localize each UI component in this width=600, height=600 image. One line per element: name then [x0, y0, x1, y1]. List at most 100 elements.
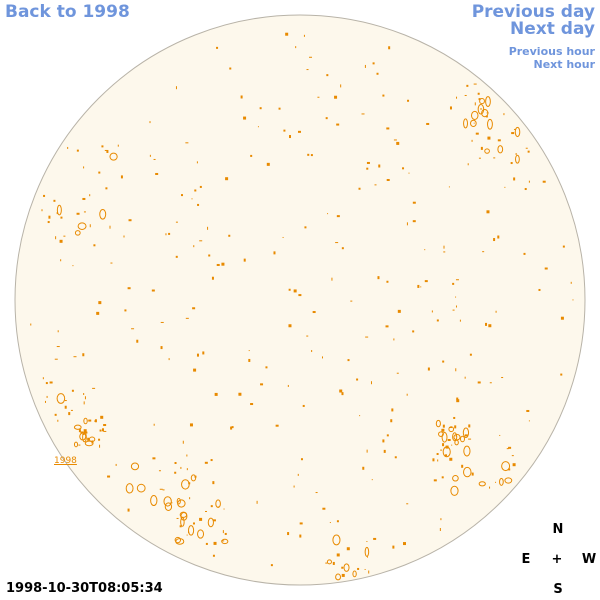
contour-mark	[325, 562, 328, 564]
contour-mark	[514, 126, 521, 138]
contour-mark	[59, 239, 63, 243]
contour-mark	[216, 46, 219, 49]
contour-mark	[382, 94, 385, 97]
contour-mark	[103, 430, 107, 432]
contour-mark	[193, 368, 197, 372]
contour-mark	[437, 459, 439, 462]
contour-mark	[82, 353, 85, 357]
contour-mark	[179, 525, 182, 528]
contour-mark	[188, 531, 190, 534]
contour-mark	[346, 547, 350, 551]
contour-mark	[297, 473, 299, 476]
contour-mark	[180, 466, 182, 469]
contour-mark	[525, 147, 528, 149]
region-year-link[interactable]: 1998	[54, 456, 77, 466]
contour-mark	[486, 112, 489, 114]
contour-mark	[176, 497, 181, 505]
contour-mark	[528, 180, 530, 183]
contour-mark	[299, 534, 302, 538]
contour-mark	[420, 286, 422, 288]
contour-mark	[199, 185, 202, 188]
contour-mark	[427, 367, 430, 371]
contour-mark	[542, 180, 546, 183]
contour-mark	[336, 520, 339, 523]
contour-mark	[57, 419, 59, 422]
next-day-link[interactable]: Next day	[510, 19, 595, 39]
contour-mark	[101, 428, 104, 432]
contour-mark	[365, 336, 369, 338]
contour-mark	[359, 415, 361, 417]
contour-mark	[442, 424, 445, 428]
contour-mark	[299, 522, 303, 525]
next-hour-link[interactable]: Next hour	[533, 58, 596, 71]
contour-mark	[221, 538, 229, 545]
contour-mark	[185, 142, 189, 144]
contour-mark	[212, 554, 215, 557]
contour-mark	[453, 433, 461, 441]
compass-north: N	[552, 522, 564, 537]
contour-mark	[204, 461, 208, 464]
contour-mark	[250, 154, 253, 157]
contour-mark	[208, 254, 211, 257]
contour-mark	[42, 377, 44, 380]
contour-mark	[335, 242, 339, 244]
contour-mark	[470, 119, 477, 127]
contour-mark	[130, 462, 140, 471]
contour-mark	[131, 328, 135, 330]
contour-mark	[442, 446, 451, 458]
contour-mark	[96, 311, 100, 315]
contour-mark	[212, 481, 215, 485]
contour-mark	[495, 310, 497, 313]
contour-mark	[92, 387, 96, 389]
contour-mark	[406, 503, 409, 505]
contour-mark	[463, 445, 471, 457]
back-to-year-link[interactable]: Back to 1998	[5, 2, 130, 22]
contour-mark	[478, 98, 481, 101]
contour-mark	[482, 251, 485, 253]
contour-mark	[475, 132, 479, 135]
contour-mark	[455, 279, 459, 281]
contour-mark	[406, 222, 408, 226]
contour-mark	[317, 96, 320, 98]
previous-day-link[interactable]: Previous day	[471, 2, 595, 22]
contour-mark	[371, 479, 373, 481]
contour-mark	[341, 573, 345, 577]
contour-mark	[99, 444, 101, 448]
contour-mark	[452, 282, 455, 285]
contour-mark	[474, 102, 476, 106]
contour-mark	[503, 113, 505, 116]
contour-mark	[164, 502, 173, 511]
contour-mark	[477, 92, 480, 95]
contour-mark	[64, 400, 67, 402]
contour-mark	[127, 508, 130, 512]
contour-mark	[103, 424, 107, 427]
contour-mark	[473, 83, 477, 85]
contour-mark	[98, 301, 102, 305]
contour-mark	[448, 186, 450, 188]
contour-mark	[205, 510, 208, 512]
contour-mark	[87, 437, 90, 441]
contour-mark	[408, 172, 410, 174]
contour-mark	[109, 152, 118, 161]
contour-mark	[128, 219, 132, 222]
contour-mark	[199, 240, 203, 242]
contour-mark	[562, 245, 565, 248]
contour-mark	[488, 324, 492, 328]
contour-mark	[278, 107, 281, 110]
contour-mark	[221, 540, 225, 542]
contour-mark	[82, 197, 86, 200]
contour-mark	[306, 69, 309, 71]
contour-mark	[452, 309, 455, 311]
contour-mark	[105, 187, 108, 190]
contour-mark	[471, 110, 479, 121]
contour-mark	[388, 46, 391, 50]
contour-mark	[120, 175, 123, 179]
contour-mark	[212, 519, 216, 522]
contour-mark	[455, 368, 457, 372]
previous-hour-link[interactable]: Previous hour	[508, 45, 595, 58]
contour-mark	[461, 464, 464, 468]
contour-mark	[44, 400, 46, 403]
contour-mark	[362, 466, 365, 470]
contour-mark	[332, 561, 335, 565]
contour-mark	[466, 84, 469, 87]
